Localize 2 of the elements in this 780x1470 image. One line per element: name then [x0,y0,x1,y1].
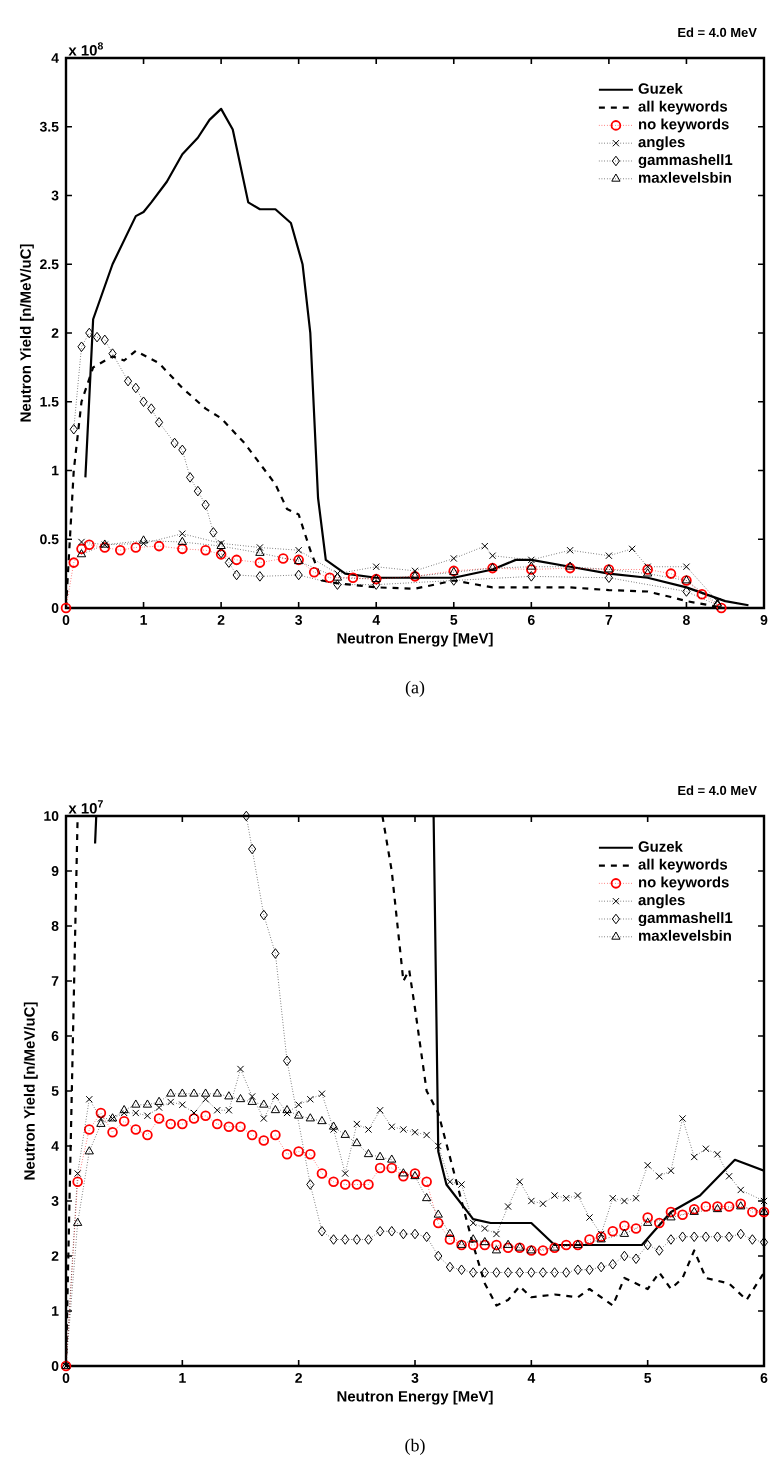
text: (a) [405,680,425,698]
text: (b) [405,1438,425,1456]
